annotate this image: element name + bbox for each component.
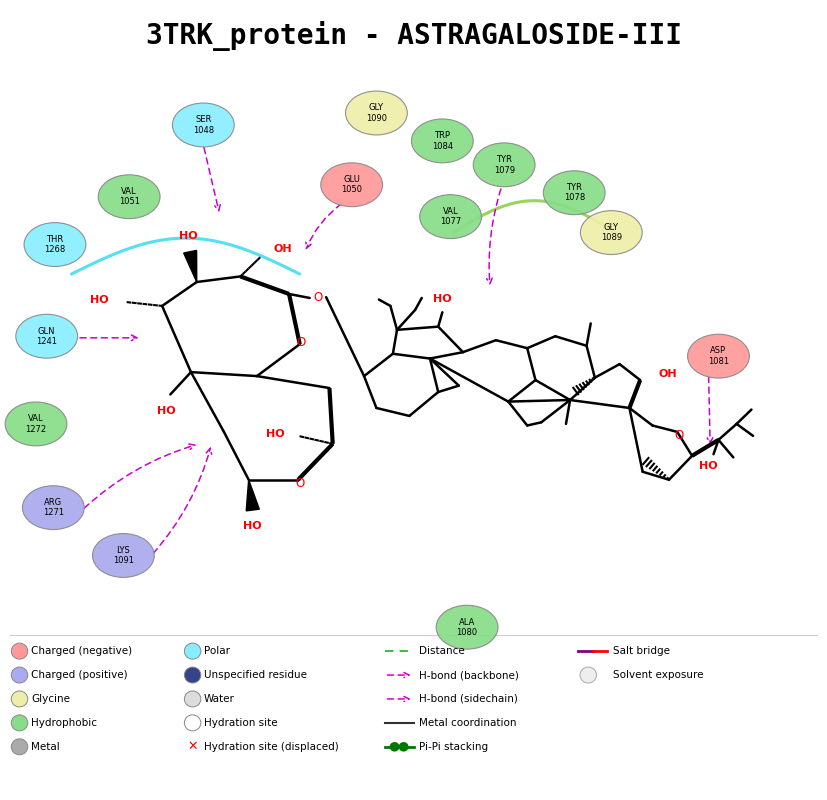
Text: O: O: [313, 290, 323, 304]
Text: HO: HO: [266, 430, 285, 439]
Text: Unspecified residue: Unspecified residue: [204, 670, 307, 680]
Text: Pi-Pi stacking: Pi-Pi stacking: [419, 742, 489, 752]
Text: VAL
1077: VAL 1077: [440, 207, 461, 226]
Circle shape: [184, 643, 201, 659]
Text: ASP
1081: ASP 1081: [708, 346, 729, 366]
Circle shape: [184, 691, 201, 707]
Text: VAL
1051: VAL 1051: [118, 187, 140, 206]
Text: Metal coordination: Metal coordination: [419, 718, 517, 728]
Text: Hydration site: Hydration site: [204, 718, 278, 728]
Ellipse shape: [581, 210, 643, 254]
Circle shape: [390, 742, 399, 751]
Ellipse shape: [172, 103, 234, 147]
Text: THR
1268: THR 1268: [45, 235, 65, 254]
Text: OH: OH: [658, 369, 677, 378]
Text: GLY
1089: GLY 1089: [600, 223, 622, 242]
Ellipse shape: [473, 143, 535, 186]
Circle shape: [184, 715, 201, 731]
Text: TRP
1084: TRP 1084: [432, 131, 453, 150]
Text: TYR
1078: TYR 1078: [563, 183, 585, 202]
Text: Hydrophobic: Hydrophobic: [31, 718, 97, 728]
Circle shape: [184, 667, 201, 683]
Text: H-bond (sidechain): H-bond (sidechain): [419, 694, 519, 704]
Text: OH: OH: [274, 243, 292, 254]
Text: HO: HO: [157, 406, 175, 415]
Circle shape: [12, 739, 28, 754]
Circle shape: [580, 667, 596, 683]
Text: VAL
1272: VAL 1272: [26, 414, 46, 434]
Text: ALA
1080: ALA 1080: [457, 618, 478, 637]
Polygon shape: [246, 480, 260, 511]
Text: GLN
1241: GLN 1241: [36, 326, 57, 346]
Circle shape: [399, 742, 409, 751]
Text: O: O: [295, 478, 304, 490]
Text: GLU
1050: GLU 1050: [342, 175, 362, 194]
Text: HO: HO: [243, 521, 262, 531]
Ellipse shape: [436, 606, 498, 649]
Ellipse shape: [24, 222, 86, 266]
Text: Polar: Polar: [204, 646, 230, 656]
Text: GLY
1090: GLY 1090: [366, 103, 387, 122]
Text: LYS
1091: LYS 1091: [112, 546, 134, 565]
Text: ✕: ✕: [188, 740, 198, 754]
Circle shape: [12, 691, 28, 707]
Text: Glycine: Glycine: [31, 694, 70, 704]
Text: SER
1048: SER 1048: [193, 115, 214, 134]
Ellipse shape: [346, 91, 408, 135]
Ellipse shape: [98, 174, 160, 218]
Circle shape: [12, 715, 28, 731]
Text: HO: HO: [433, 294, 452, 304]
Text: O: O: [674, 429, 684, 442]
Text: ARG
1271: ARG 1271: [43, 498, 64, 518]
Circle shape: [12, 667, 28, 683]
Text: HO: HO: [700, 462, 718, 471]
Ellipse shape: [22, 486, 84, 530]
Ellipse shape: [321, 163, 383, 206]
Ellipse shape: [543, 170, 605, 214]
Ellipse shape: [412, 119, 473, 163]
Text: Charged (positive): Charged (positive): [31, 670, 127, 680]
Text: H-bond (backbone): H-bond (backbone): [419, 670, 519, 680]
Text: 3TRK_protein - ASTRAGALOSIDE-III: 3TRK_protein - ASTRAGALOSIDE-III: [146, 22, 681, 51]
Text: HO: HO: [179, 230, 198, 241]
Text: Distance: Distance: [419, 646, 465, 656]
Ellipse shape: [5, 402, 67, 446]
Ellipse shape: [16, 314, 78, 358]
Text: TYR
1079: TYR 1079: [494, 155, 514, 174]
Ellipse shape: [419, 194, 481, 238]
Ellipse shape: [687, 334, 749, 378]
Text: Charged (negative): Charged (negative): [31, 646, 132, 656]
Text: Metal: Metal: [31, 742, 60, 752]
Text: O: O: [296, 336, 305, 349]
Text: Salt bridge: Salt bridge: [613, 646, 670, 656]
Text: Hydration site (displaced): Hydration site (displaced): [204, 742, 339, 752]
Text: Water: Water: [204, 694, 235, 704]
Polygon shape: [184, 250, 197, 282]
Text: Solvent exposure: Solvent exposure: [613, 670, 704, 680]
Text: HO: HO: [90, 294, 108, 305]
Circle shape: [12, 643, 28, 659]
Ellipse shape: [93, 534, 155, 578]
